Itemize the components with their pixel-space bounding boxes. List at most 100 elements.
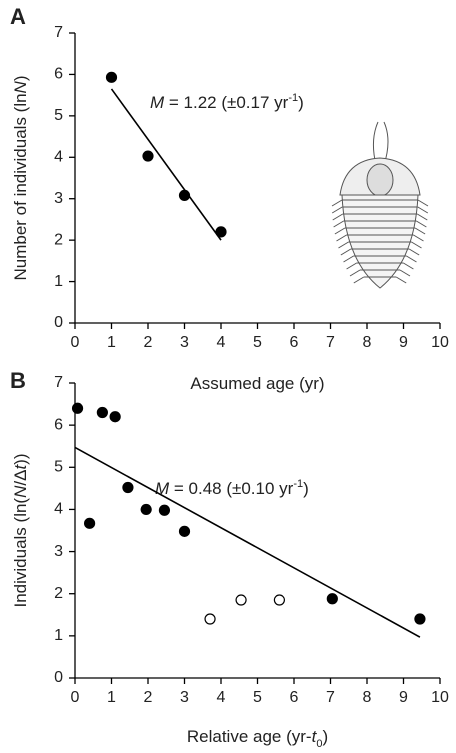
x-tick-label: 2 [144,689,153,706]
data-point [122,481,134,494]
text-part: Relative age (yr- [187,727,312,746]
trilobite-spine [417,199,429,207]
trilobite-spine [413,234,424,242]
x-tick-label: 9 [399,334,408,351]
text-part: N [11,80,30,93]
text-part: -1 [288,92,298,104]
text-part: ) [298,93,304,112]
trilobite-glabella [366,163,394,197]
x-tick-label: 7 [326,334,335,351]
x-tick-label: 10 [431,334,449,351]
trilobite-spine [331,199,343,207]
text-part: = 0.48 (±0.10 yr [169,479,293,498]
x-tick-label: 1 [107,334,116,351]
x-tick-label: 10 [431,689,449,706]
trilobite-spine [417,206,429,214]
text-part: Number of individuals (ln [11,93,30,280]
text-part: ) [303,479,309,498]
y-tick-label: 4 [54,501,63,518]
text-part: )) [11,453,30,464]
x-tick-label: 0 [71,689,80,706]
trilobite-spine [338,241,349,249]
trilobite-illustration [331,121,429,289]
data-point [414,613,426,625]
data-point [204,613,216,625]
trilobite-spine [353,276,365,284]
trilobite-spine [332,213,343,221]
y-tick-label: 7 [54,374,63,391]
y-axis-label: Individuals (ln(N/Δt)) [11,453,30,607]
fit-line [110,88,222,241]
data-point [326,593,338,605]
data-point [142,150,154,162]
trilobite-spine [416,220,427,228]
trilobite-spine [349,269,361,277]
trilobite-spine [346,262,357,270]
text-part: -1 [293,478,303,490]
y-tick-label: 4 [54,149,63,166]
text-part: = 1.22 (±0.17 yr [164,93,288,112]
data-point [96,406,108,419]
text-part: ) [322,727,328,746]
text-part: t [11,464,30,470]
x-tick-label: 6 [290,334,299,351]
data-point [273,594,285,606]
data-point [83,517,96,529]
trilobite-spine [408,248,420,256]
data-point [178,525,191,537]
trilobite-spine [334,227,346,235]
trilobite-spine [343,255,354,263]
y-axis-label: Number of individuals (lnN) [11,75,30,280]
trilobite-spine [331,206,343,214]
data-point [105,71,118,83]
x-axis-label: Assumed age (yr) [190,374,324,393]
y-tick-label: 5 [54,107,63,124]
trilobite-spine [395,276,407,284]
x-tick-label: 4 [217,689,226,706]
x-axis-label: Relative age (yr-t0) [187,727,328,749]
y-tick-label: 7 [54,24,63,41]
x-tick-label: 8 [363,334,372,351]
annotation: M = 0.48 (±0.10 yr-1) [155,478,309,499]
trilobite-spine [399,269,411,277]
x-tick-label: 6 [290,689,299,706]
x-tick-label: 5 [253,689,262,706]
y-tick-label: 0 [54,314,63,331]
y-tick-label: 2 [54,231,63,248]
trilobite-spine [333,220,344,228]
text-part: t [312,727,318,746]
data-point [235,594,247,606]
trilobite-segments [331,199,429,284]
text-part: /Δ [11,470,30,486]
data-point [178,189,191,201]
annotation: M = 1.22 (±0.17 yr-1) [150,92,304,113]
trilobite-spine [411,241,422,249]
y-tick-label: 1 [54,627,63,644]
y-tick-label: 3 [54,190,63,207]
text-part: Assumed age (yr) [190,374,324,393]
x-tick-label: 3 [180,689,189,706]
trilobite-spine [417,213,428,221]
x-tick-label: 9 [399,689,408,706]
panel-label: B [10,368,26,393]
x-tick-label: 3 [180,334,189,351]
fit-line [74,446,421,638]
text-part: ) [11,75,30,81]
x-tick-label: 5 [253,334,262,351]
trilobite-spine [406,255,417,263]
x-tick-label: 4 [217,334,226,351]
text-part: Individuals (ln( [11,498,30,608]
text-part: N [11,485,30,498]
panel-label: A [10,4,26,29]
data-point [71,402,84,414]
trilobite-spine [340,248,352,256]
y-tick-label: 6 [54,66,63,83]
x-tick-label: 1 [107,689,116,706]
data-point [109,411,121,423]
data-point [140,503,152,516]
trilobite-spine [336,234,347,242]
y-tick-label: 1 [54,273,63,290]
text-part: M [150,93,165,112]
y-tick-label: 0 [54,669,63,686]
